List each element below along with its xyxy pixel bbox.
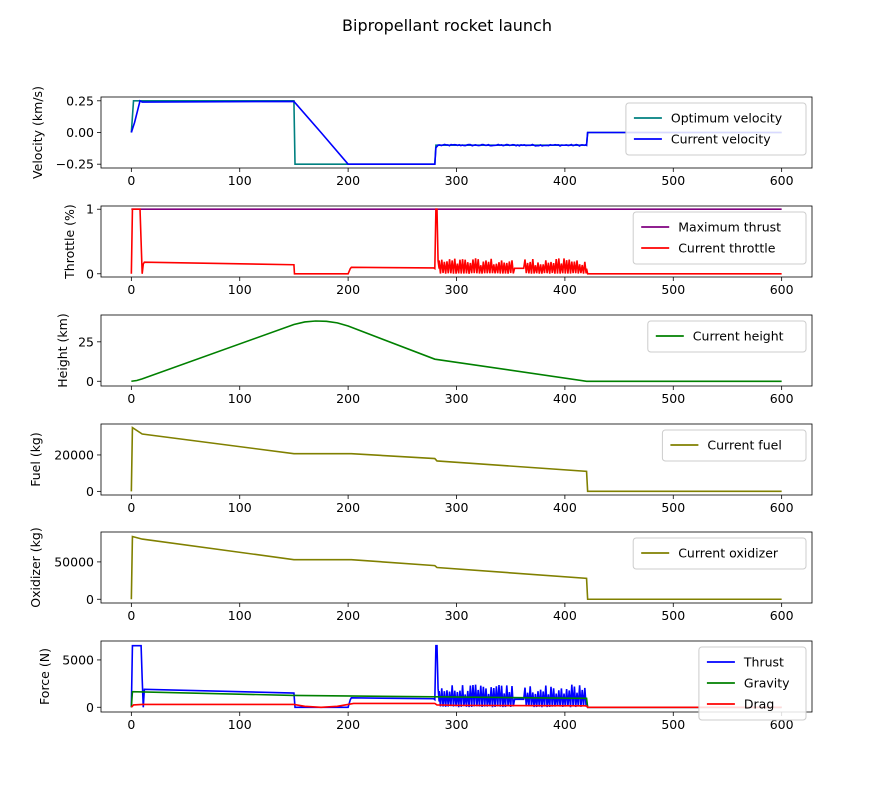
legend-box [647,320,807,353]
subplot-6: 0 100 200 300 400 500 600 5000 0 Force (N) Thrust G… [37,640,813,732]
x-tick-label: 200 [336,282,360,297]
x-tick-label: 100 [228,391,252,406]
x-tick-label: 400 [553,173,577,188]
y-tick-label: 0 [86,374,94,389]
x-tick-label: 300 [445,500,469,515]
y-tick-label: −0.25 [56,157,94,172]
x-tick-label: 200 [336,608,360,623]
series-line-current-throttle [130,208,782,275]
legend-label: Drag [744,697,774,712]
figure-title: Bipropellant rocket launch [342,16,552,35]
legend-label: Thrust [743,655,784,670]
y-axis-label: Velocity (km/s) [30,86,45,179]
y-axis-label: Fuel (kg) [28,432,43,487]
x-tick-label: 500 [661,391,685,406]
x-tick-label: 0 [127,173,135,188]
series-line-current-fuel [130,426,782,493]
y-tick-label: 0.25 [66,93,94,108]
series-line-current-height [131,320,782,383]
y-tick-label: 25 [78,334,94,349]
series-line-thrust [130,644,782,709]
x-tick-label: 100 [228,173,252,188]
x-tick-label: 100 [228,608,252,623]
y-tick-label: 5000 [62,652,94,667]
y-axis-label: Height (km) [55,313,70,387]
x-tick-label: 0 [127,391,135,406]
x-tick-label: 200 [336,717,360,732]
legend-box [661,429,807,462]
x-tick-label: 300 [445,608,469,623]
x-tick-label: 600 [770,391,794,406]
legend-label: Current fuel [707,438,781,453]
x-tick-label: 500 [661,500,685,515]
x-tick-label: 500 [661,282,685,297]
x-tick-label: 300 [445,391,469,406]
x-tick-label: 400 [553,717,577,732]
legend: Maximum thrust Current throttle [632,211,807,265]
subplot-5: 0 100 200 300 400 500 600 50000 0 Oxidizer (kg) Cu… [28,527,813,623]
legend: Current height [647,320,807,353]
subplot-4: 0 100 200 300 400 500 600 20000 0 Fuel (kg) Curren… [28,423,813,515]
y-tick-label: 50000 [54,554,94,569]
y-tick-label: 0 [86,592,94,607]
y-tick-label: 0 [86,484,94,499]
legend-label: Current throttle [678,241,776,256]
legend: Current oxidizer [632,537,807,570]
x-tick-label: 600 [770,173,794,188]
y-tick-label: 20000 [54,447,94,462]
x-tick-label: 100 [228,500,252,515]
subplot-1: 0 100 200 300 400 500 600 0.25 0.00 −0.25 Velocity… [30,86,813,188]
legend-box [632,211,807,265]
x-tick-label: 200 [336,173,360,188]
x-tick-label: 500 [661,173,685,188]
y-tick-label: 0 [86,700,94,715]
y-axis-label: Force (N) [37,648,52,705]
x-tick-label: 400 [553,391,577,406]
x-tick-label: 0 [127,717,135,732]
x-tick-label: 200 [336,500,360,515]
legend: Current fuel [661,429,807,462]
x-tick-label: 500 [661,608,685,623]
x-tick-label: 600 [770,608,794,623]
series-line-drag [130,702,782,709]
subplots: 0 100 200 300 400 500 6000.250.00−0.25Velocity… [28,86,813,732]
x-tick-label: 300 [445,717,469,732]
x-tick-label: 400 [553,282,577,297]
y-tick-label: 1 [86,202,94,217]
x-tick-label: 0 [127,608,135,623]
x-tick-label: 400 [553,608,577,623]
legend: Optimum velocity Current velocity [625,102,807,156]
y-axis-label: Throttle (%) [62,204,77,280]
legend-label: Current velocity [671,132,771,147]
x-tick-label: 300 [445,282,469,297]
y-tick-label: 0.00 [66,125,94,140]
x-tick-label: 0 [127,282,135,297]
x-tick-label: 400 [553,500,577,515]
x-tick-label: 0 [127,500,135,515]
x-tick-label: 100 [228,282,252,297]
legend-label: Current height [693,329,784,344]
x-tick-label: 300 [445,173,469,188]
series-line-current-velocity [130,99,782,165]
legend-label: Current oxidizer [678,546,779,561]
x-tick-label: 100 [228,717,252,732]
subplot-2: 0 100 200 300 400 500 600 1 0 Throttle (%) Maximum… [62,202,813,297]
x-tick-label: 500 [661,717,685,732]
legend-box [698,646,807,721]
x-tick-label: 600 [770,282,794,297]
legend-label: Maximum thrust [678,220,781,235]
legend-label: Optimum velocity [671,111,783,126]
legend-box [625,102,807,156]
series-line-current-oxidizer [130,535,782,601]
x-tick-label: 600 [770,500,794,515]
legend-box [632,537,807,570]
y-tick-label: 0 [86,266,94,281]
legend: Thrust Gravity Drag [698,646,807,721]
x-tick-label: 600 [770,717,794,732]
legend-label: Gravity [744,676,790,691]
y-axis-label: Oxidizer (kg) [28,527,43,607]
subplot-3: 0 100 200 300 400 500 600 25 0 Height (km) Current… [55,313,813,406]
x-tick-label: 200 [336,391,360,406]
